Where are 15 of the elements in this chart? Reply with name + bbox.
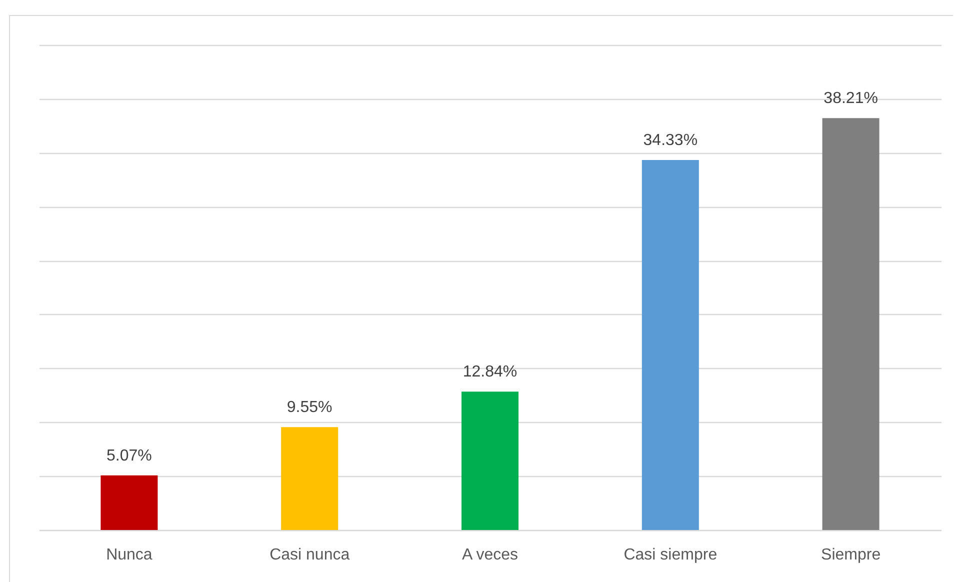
data-label: 5.07% <box>106 447 152 464</box>
bar <box>461 392 519 530</box>
bar <box>822 118 880 530</box>
bar <box>100 475 158 530</box>
x-tick-label: Casi siempre <box>624 546 718 564</box>
data-label: 12.84% <box>462 364 518 381</box>
data-label: 38.21% <box>824 90 878 108</box>
x-tick-label: Siempre <box>821 546 881 564</box>
data-label: 9.55% <box>286 399 332 416</box>
bar <box>642 160 699 530</box>
x-tick-label: Casi nunca <box>270 546 350 564</box>
x-tick-label: Nunca <box>106 546 152 564</box>
data-label: 34.33% <box>643 132 698 149</box>
bar <box>281 427 338 530</box>
x-tick-label: A veces <box>462 546 518 564</box>
